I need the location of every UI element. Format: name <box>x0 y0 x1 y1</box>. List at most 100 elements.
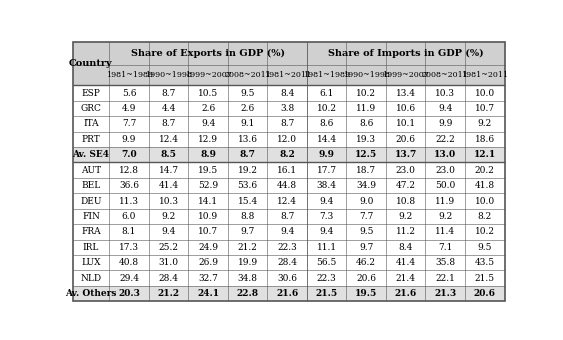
Text: 56.5: 56.5 <box>316 258 337 267</box>
Text: 10.3: 10.3 <box>159 197 178 205</box>
Text: 10.3: 10.3 <box>435 88 455 98</box>
Text: 2008~2011: 2008~2011 <box>224 71 271 79</box>
Text: 12.8: 12.8 <box>119 166 139 175</box>
Text: 20.3: 20.3 <box>118 289 140 298</box>
Text: 10.2: 10.2 <box>475 227 495 236</box>
Text: ESP: ESP <box>82 88 100 98</box>
Text: 9.7: 9.7 <box>359 243 373 252</box>
Text: 29.4: 29.4 <box>119 274 139 283</box>
Text: 9.2: 9.2 <box>399 212 413 221</box>
Text: 8.5: 8.5 <box>160 150 176 159</box>
Text: 10.5: 10.5 <box>198 88 218 98</box>
Text: 22.3: 22.3 <box>317 274 337 283</box>
Text: 8.1: 8.1 <box>122 227 136 236</box>
Text: 19.2: 19.2 <box>238 166 258 175</box>
Text: 21.3: 21.3 <box>434 289 457 298</box>
Text: 22.3: 22.3 <box>277 243 297 252</box>
Text: 13.4: 13.4 <box>396 88 415 98</box>
Text: 7.3: 7.3 <box>320 212 334 221</box>
Text: 41.8: 41.8 <box>475 181 495 190</box>
Text: Av. SE4: Av. SE4 <box>73 150 109 159</box>
Bar <box>188 65 228 85</box>
Text: 11.9: 11.9 <box>356 104 376 113</box>
Text: 9.4: 9.4 <box>319 227 334 236</box>
Text: 28.4: 28.4 <box>159 274 178 283</box>
Text: 34.8: 34.8 <box>238 274 258 283</box>
Text: 1981~2011: 1981~2011 <box>263 71 311 79</box>
Text: 12.1: 12.1 <box>473 150 496 159</box>
Text: 9.5: 9.5 <box>359 227 373 236</box>
Text: 47.2: 47.2 <box>396 181 415 190</box>
Text: 12.5: 12.5 <box>355 150 377 159</box>
Text: Av. Others: Av. Others <box>65 289 117 298</box>
Text: 24.1: 24.1 <box>197 289 219 298</box>
Bar <box>73 101 504 116</box>
Text: 1990~1998: 1990~1998 <box>145 71 192 79</box>
Text: 53.6: 53.6 <box>238 181 258 190</box>
Text: 22.8: 22.8 <box>236 289 258 298</box>
Text: 1981~1989: 1981~1989 <box>105 71 153 79</box>
Text: 9.4: 9.4 <box>162 227 176 236</box>
Text: 1999~2007: 1999~2007 <box>382 71 429 79</box>
Text: 11.1: 11.1 <box>316 243 337 252</box>
Text: 1999~2007: 1999~2007 <box>185 71 231 79</box>
Text: 8.7: 8.7 <box>280 119 294 129</box>
Text: 8.7: 8.7 <box>240 150 256 159</box>
Bar <box>73 163 504 178</box>
Text: 21.6: 21.6 <box>395 289 417 298</box>
Text: GRC: GRC <box>81 104 101 113</box>
Text: DEU: DEU <box>80 197 102 205</box>
Text: 1981~1989: 1981~1989 <box>303 71 350 79</box>
Text: ITA: ITA <box>83 119 99 129</box>
Text: 26.9: 26.9 <box>198 258 218 267</box>
Text: 9.1: 9.1 <box>240 119 255 129</box>
Text: 41.4: 41.4 <box>159 181 178 190</box>
Text: 44.8: 44.8 <box>277 181 297 190</box>
Text: 46.2: 46.2 <box>356 258 376 267</box>
Text: 3.8: 3.8 <box>280 104 294 113</box>
Text: 9.5: 9.5 <box>477 243 492 252</box>
Text: 11.4: 11.4 <box>435 227 455 236</box>
Text: 2.6: 2.6 <box>240 104 254 113</box>
Text: 22.1: 22.1 <box>435 274 455 283</box>
Text: 34.9: 34.9 <box>356 181 376 190</box>
Bar <box>426 65 465 85</box>
Text: 11.2: 11.2 <box>396 227 415 236</box>
Text: 8.4: 8.4 <box>280 88 294 98</box>
Text: 7.7: 7.7 <box>359 212 373 221</box>
Text: 11.9: 11.9 <box>435 197 455 205</box>
Text: 12.4: 12.4 <box>159 135 178 144</box>
Bar <box>73 209 504 224</box>
Text: 9.2: 9.2 <box>477 119 492 129</box>
Text: 15.4: 15.4 <box>238 197 258 205</box>
Text: 40.8: 40.8 <box>119 258 139 267</box>
Text: 5.6: 5.6 <box>122 88 136 98</box>
Text: 4.9: 4.9 <box>122 104 136 113</box>
Bar <box>267 65 307 85</box>
Bar <box>307 42 504 65</box>
Text: 10.0: 10.0 <box>475 197 495 205</box>
Text: 9.2: 9.2 <box>438 212 452 221</box>
Text: 50.0: 50.0 <box>435 181 455 190</box>
Text: 13.7: 13.7 <box>395 150 417 159</box>
Text: NLD: NLD <box>81 274 101 283</box>
Text: 35.8: 35.8 <box>435 258 455 267</box>
Text: 2008~2011: 2008~2011 <box>422 71 468 79</box>
Text: 8.2: 8.2 <box>279 150 295 159</box>
Text: 8.6: 8.6 <box>359 119 373 129</box>
Text: 12.4: 12.4 <box>277 197 297 205</box>
Text: 8.7: 8.7 <box>162 119 176 129</box>
Text: Country: Country <box>69 59 113 68</box>
Bar <box>149 65 188 85</box>
Text: AUT: AUT <box>81 166 101 175</box>
Text: 11.3: 11.3 <box>119 197 139 205</box>
Text: 43.5: 43.5 <box>475 258 495 267</box>
Text: 7.0: 7.0 <box>121 150 137 159</box>
Bar <box>73 286 504 301</box>
Bar <box>386 65 426 85</box>
Text: 10.7: 10.7 <box>198 227 218 236</box>
Text: 8.2: 8.2 <box>477 212 492 221</box>
Text: 22.2: 22.2 <box>435 135 455 144</box>
Bar <box>73 132 504 147</box>
Text: 19.5: 19.5 <box>355 289 377 298</box>
